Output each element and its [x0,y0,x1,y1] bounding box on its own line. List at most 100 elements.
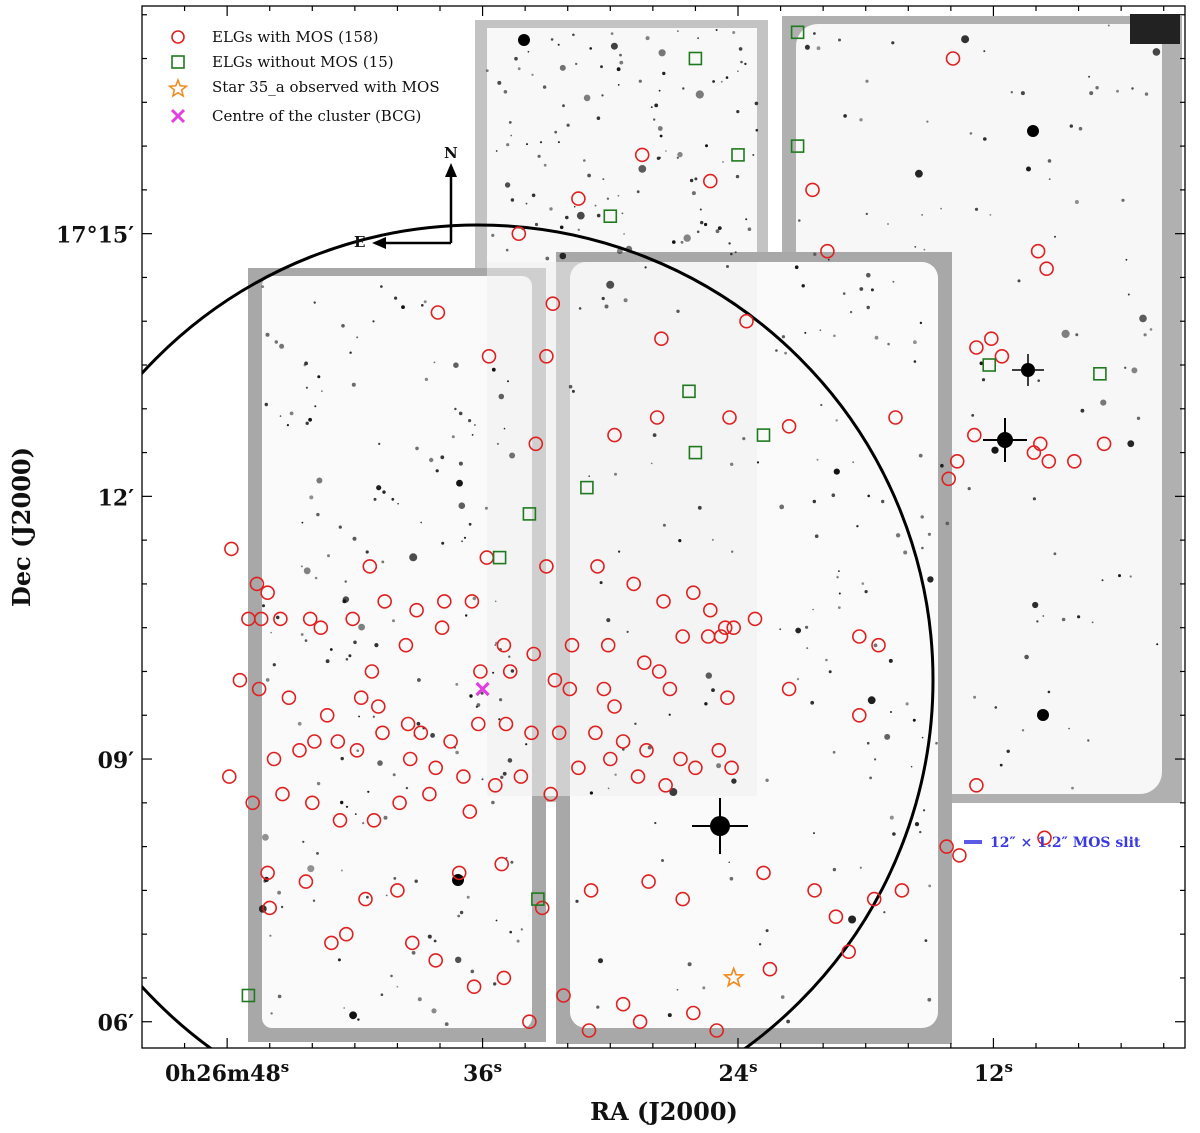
field-star [312,899,316,902]
elg-mos-marker [685,1005,701,1021]
field-star [647,745,652,750]
field-star [506,143,510,147]
field-star [852,461,855,464]
elg-mos-marker [556,988,571,1003]
field-star [454,407,457,411]
field-star [754,101,759,106]
field-star [494,644,497,646]
field-star [455,683,459,686]
field-star [356,749,360,752]
field-star [575,899,579,903]
field-star [828,670,832,674]
field-star [864,590,868,594]
field-star [805,625,809,629]
field-star [672,240,676,244]
elg-mos-marker [539,348,554,364]
field-star [366,895,369,899]
field-star [527,50,530,53]
field-star [756,461,760,464]
elg-mos-marker [443,734,458,749]
field-star [269,934,272,937]
field-star [704,702,708,706]
x-tick-label: 0h26m48s [165,1058,289,1087]
field-star [531,73,534,77]
field-star [888,658,893,663]
field-star [264,402,268,407]
elg-mos-marker [949,453,965,469]
field-star [607,787,610,790]
elg-nomos-marker [531,892,545,906]
elg-nomos-marker [756,428,771,442]
field-star [1020,91,1025,96]
field-star [502,771,507,776]
field-star [927,997,932,1002]
elg-mos-marker [324,935,339,951]
elg-mos-marker [583,883,599,898]
field-star [616,248,623,255]
field-star [758,943,762,946]
field-star [381,560,385,564]
field-star [740,60,743,64]
field-star [362,822,365,825]
field-star [866,272,871,278]
field-star [657,126,663,131]
field-star [1061,617,1066,622]
field-star [338,525,342,529]
field-star [658,49,666,57]
elg-mos-marker [662,681,678,697]
field-star [991,446,999,454]
field-star [313,301,316,304]
field-star [358,623,365,631]
field-star [416,721,421,726]
field-star [280,905,284,909]
field-star [391,497,395,501]
field-stars [258,24,1161,1026]
legend: ELGs with MOS (158) ELGs without MOS (15… [167,28,440,125]
field-star [427,934,432,939]
field-star [919,830,922,834]
elg-mos-marker [547,672,563,688]
field-star [380,993,384,996]
field-star [1069,124,1074,128]
elg-mos-marker [571,760,586,776]
star-35a-marker [722,966,745,988]
field-star [699,208,702,211]
bright-star [1037,709,1049,721]
elg-mos-marker [762,961,778,977]
field-star [1125,258,1128,261]
field-star [568,384,573,389]
field-star [856,525,859,528]
elg-mos-marker [364,664,380,679]
field-star [732,31,736,34]
field-star [458,411,463,416]
elg-mos-marker [828,909,844,925]
elg-mos-marker [404,935,420,951]
field-star [781,335,786,339]
field-star [277,890,281,895]
field-star [1095,86,1099,90]
field-star [599,581,603,585]
field-star [340,869,343,872]
field-star [765,778,769,782]
field-star [441,541,445,545]
field-star [325,659,330,664]
field-star [1061,329,1070,338]
elg-mos-marker [534,900,550,916]
field-star [1124,366,1127,369]
field-star [827,258,830,261]
field-star [945,521,950,526]
field-star [697,37,699,39]
elg-mos-marker [636,655,652,671]
elg-mos-marker [513,769,529,784]
y-tick-label: 17°15′ [56,223,134,249]
x-tick-label: 12s [974,1058,1013,1087]
field-star [505,248,509,252]
field-star [571,389,575,393]
field-star [842,292,846,295]
field-star [819,329,822,332]
field-star [892,832,896,836]
field-star [689,178,694,183]
field-star [401,305,405,309]
field-star [1087,739,1090,742]
elg-mos-marker [871,637,886,653]
